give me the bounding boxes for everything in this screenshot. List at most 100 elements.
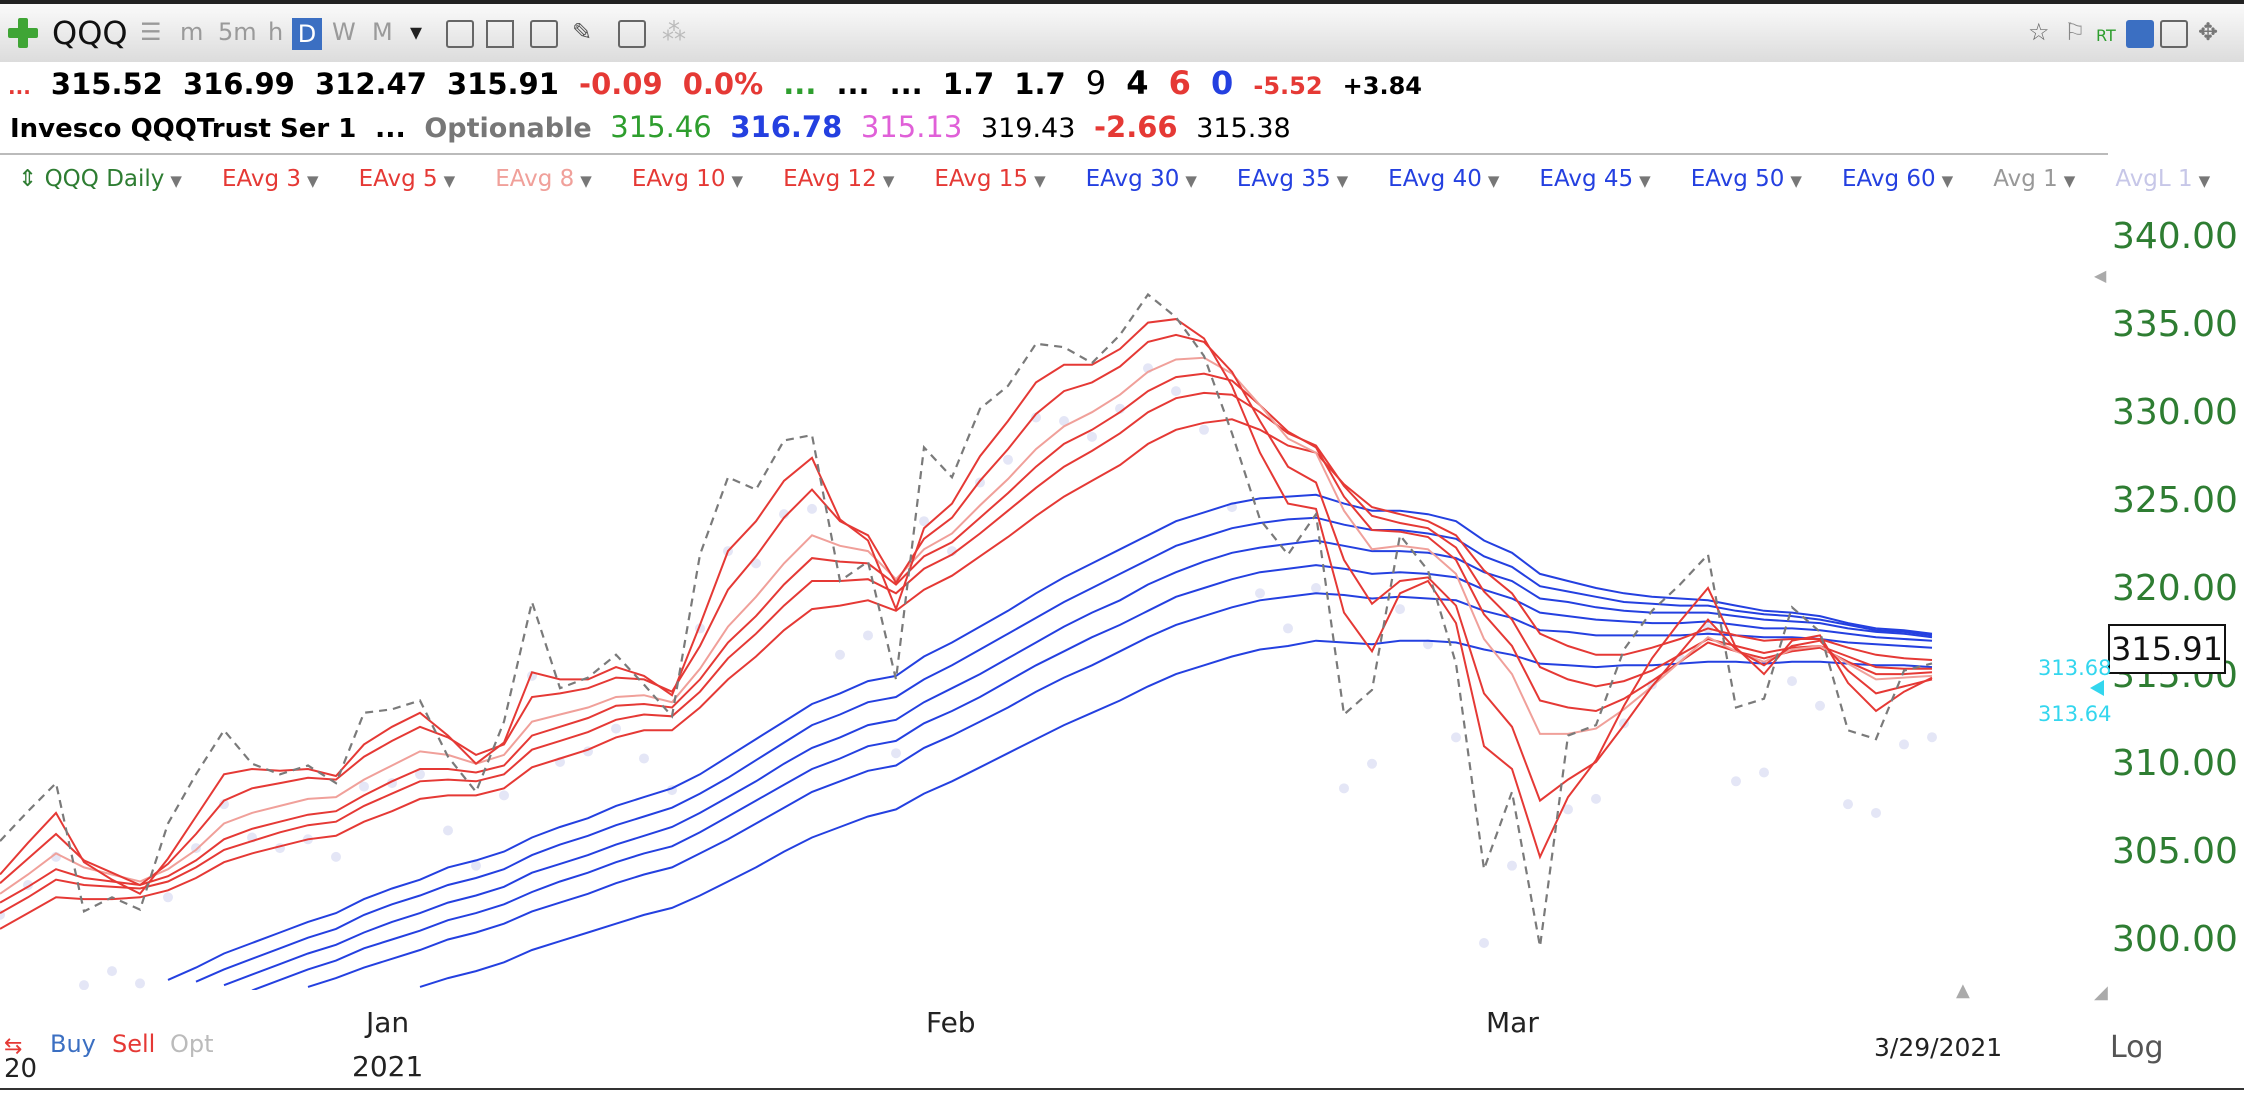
legend-dropdown-icon[interactable]: ▼: [443, 172, 456, 190]
legend-dropdown-icon[interactable]: ▼: [1790, 172, 1802, 190]
dots-b: ...: [889, 67, 923, 101]
table-icon[interactable]: [530, 20, 558, 48]
legend-item-4[interactable]: EAvg 10 ▼: [631, 166, 744, 192]
x-tick-label: Feb: [926, 1006, 976, 1039]
y-tick-label: 330.00: [2112, 391, 2238, 433]
avgl-point: [1255, 588, 1265, 599]
legend-item-1[interactable]: EAvg 3 ▼: [221, 166, 319, 192]
avgl-point: [359, 781, 369, 792]
y-tick-label: 325.00: [2112, 479, 2238, 521]
add-icon[interactable]: [8, 18, 38, 48]
info-bar: Invesco QQQTrust Ser 1 ... Optionable 31…: [10, 110, 1301, 144]
timeframe-m[interactable]: m: [180, 18, 204, 46]
legend-item-9[interactable]: EAvg 40 ▼: [1388, 166, 1500, 192]
y-tick-label: 300.00: [2112, 919, 2238, 960]
avgl-point: [415, 769, 425, 780]
count-0: 0: [1210, 64, 1234, 102]
avgl-point: [135, 978, 145, 989]
star-icon[interactable]: ☆: [2028, 18, 2050, 46]
price-6: 315.38: [1196, 113, 1291, 144]
avgl-point: [835, 649, 845, 660]
sell-button[interactable]: Sell: [112, 1030, 156, 1058]
legend-dropdown-icon[interactable]: ▼: [1639, 172, 1651, 190]
timeframe-h[interactable]: h: [268, 18, 284, 46]
legend-item-10[interactable]: EAvg 45 ▼: [1539, 166, 1651, 192]
legend-dropdown-icon[interactable]: ▼: [170, 172, 182, 190]
legend-dropdown-icon[interactable]: ▼: [580, 172, 592, 190]
s-badge-icon[interactable]: [2126, 20, 2154, 48]
y-tick-label: 320.00: [2112, 567, 2238, 609]
value-1: 1.7: [942, 67, 995, 101]
legend-item-12[interactable]: EAvg 60 ▼: [1841, 166, 1954, 192]
count-4: 4: [1126, 64, 1149, 102]
avgl-point: [639, 753, 649, 764]
axis-collapse-icon[interactable]: ◢: [2094, 982, 2108, 1003]
notes-icon[interactable]: [618, 20, 646, 48]
avgl-point: [1787, 676, 1797, 687]
bar-chart-icon[interactable]: [486, 20, 514, 48]
scroll-up-icon[interactable]: ▲: [1956, 980, 1970, 1001]
timeframe-w[interactable]: W: [332, 18, 356, 46]
legend-dropdown-icon[interactable]: ▼: [1487, 172, 1500, 190]
legend-item-13[interactable]: Avg 1 ▼: [1993, 166, 2076, 192]
series-eavg-45: [251, 564, 1933, 990]
timeframe-month[interactable]: M: [372, 18, 393, 46]
avgl-point: [163, 892, 173, 903]
avgl-point: [611, 723, 621, 734]
timeframe-5m[interactable]: 5m: [218, 18, 257, 46]
legend-dropdown-icon[interactable]: ▼: [2063, 172, 2076, 190]
legend-item-2[interactable]: EAvg 5 ▼: [358, 166, 456, 192]
legend-item-14[interactable]: AvgL 1 ▼: [2115, 166, 2211, 192]
avgl-point: [1871, 807, 1881, 818]
legend-dropdown-icon[interactable]: ▼: [1336, 172, 1349, 190]
legend-item-3[interactable]: EAvg 8 ▼: [495, 166, 592, 192]
dropdown-icon[interactable]: ▾: [410, 18, 423, 46]
legend-dropdown-icon[interactable]: ▼: [1941, 172, 1954, 190]
series-eavg-30: [167, 493, 1933, 981]
legend-item-7[interactable]: EAvg 30 ▼: [1085, 166, 1197, 192]
legend-dropdown-icon[interactable]: ▼: [307, 172, 319, 190]
move-icon[interactable]: ✥: [2198, 18, 2219, 46]
avgl-point: [107, 966, 117, 977]
text-tool-icon[interactable]: [446, 20, 474, 48]
legend-dropdown-icon[interactable]: ▼: [731, 172, 744, 190]
series-eavg-5: [0, 333, 1933, 887]
pencil-icon[interactable]: ✎: [572, 18, 593, 46]
quote-bar: ... 315.52 316.99 312.47 315.91 -0.09 0.…: [8, 64, 1432, 104]
share-icon[interactable]: ⁂: [662, 18, 686, 46]
avgl-point: [1339, 783, 1349, 794]
dots-green: ...: [783, 67, 817, 101]
log-toggle[interactable]: Log: [2110, 1030, 2164, 1065]
legend-dropdown-icon[interactable]: ▼: [882, 172, 895, 190]
rt-icon[interactable]: RT: [2096, 26, 2116, 45]
avgl-point: [1087, 431, 1097, 442]
avgl-point: [1059, 416, 1069, 427]
save-icon[interactable]: [2160, 20, 2188, 48]
legend-item-5[interactable]: EAvg 12 ▼: [783, 166, 895, 192]
list-icon[interactable]: ☰: [140, 18, 162, 46]
opt-button[interactable]: Opt: [170, 1030, 214, 1058]
neg-value: -5.52: [1253, 72, 1323, 100]
avgl-point: [471, 860, 481, 871]
legend-item-8[interactable]: EAvg 35 ▼: [1236, 166, 1349, 192]
avgl-point: [1563, 804, 1573, 815]
legend-dropdown-icon[interactable]: ▼: [1185, 172, 1197, 190]
high-value: 316.99: [182, 67, 295, 101]
legend-item-0[interactable]: ⇕ QQQ Daily ▼: [18, 166, 182, 192]
legend-dropdown-icon[interactable]: ▼: [2198, 172, 2211, 190]
price-2: 316.78: [730, 110, 843, 144]
timeframe-d[interactable]: D: [292, 18, 322, 50]
legend-item-11[interactable]: EAvg 50 ▼: [1690, 166, 1802, 192]
security-name: Invesco QQQTrust Ser 1: [10, 114, 357, 144]
symbol-field[interactable]: QQQ: [52, 14, 128, 52]
series-eavg-35: [195, 516, 1933, 983]
flag-icon[interactable]: ⚐: [2064, 18, 2086, 46]
dots-a: ...: [836, 67, 870, 101]
legend-item-6[interactable]: EAvg 15 ▼: [934, 166, 1046, 192]
axis-expand-icon[interactable]: ◀: [2094, 266, 2107, 285]
trade-arrows-icon[interactable]: ⇆: [4, 1034, 23, 1059]
buy-button[interactable]: Buy: [50, 1030, 96, 1058]
avgl-point: [919, 516, 929, 527]
legend-dropdown-icon[interactable]: ▼: [1034, 172, 1046, 190]
x-tick-label: Mar: [1486, 1006, 1539, 1039]
